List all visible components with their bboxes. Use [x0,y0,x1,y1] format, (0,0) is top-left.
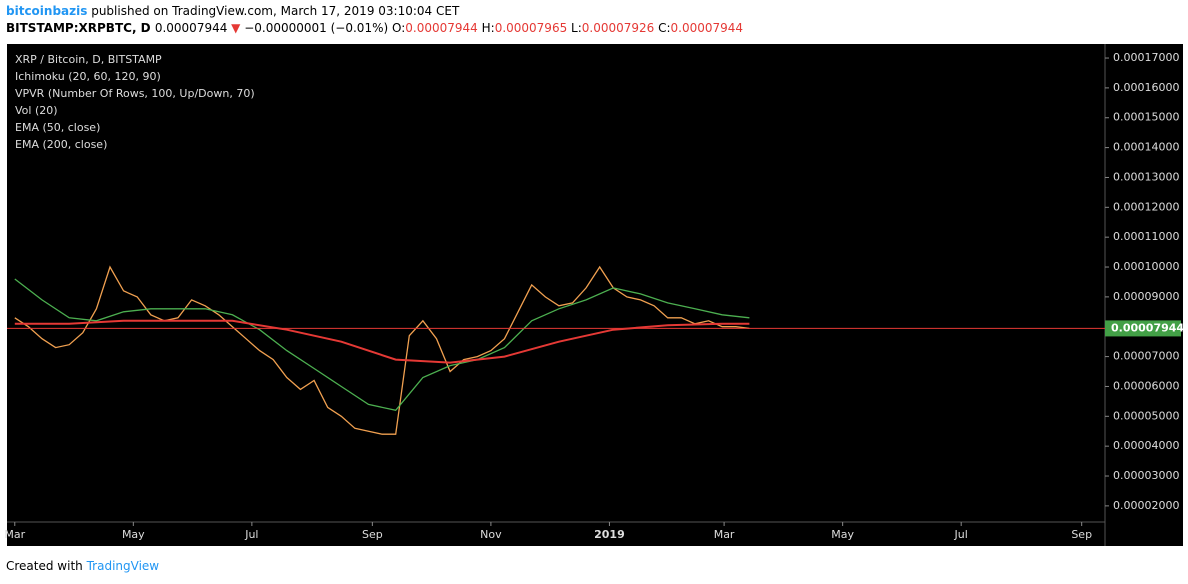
header-text: published on TradingView.com, March 17, … [87,4,460,18]
legend-title: XRP / Bitcoin, D, BITSTAMP [15,53,162,66]
x-tick-label: Sep [1071,528,1092,541]
header-text: C: [658,21,671,35]
legend-entry: Ichimoku (20, 60, 120, 90) [15,70,161,83]
legend-entry: Vol (20) [15,104,58,117]
header-text: O: [391,21,406,35]
header-text: 0.00007926 [581,21,659,35]
x-tick-label: Mar [4,528,25,541]
header-text: 0.00007944 [154,21,232,35]
y-tick-label: 0.00006000 [1113,379,1179,392]
header-text: L: [571,21,582,35]
chart: 0.00002000 0.00003000 0.00004000 0.00005000… [4,44,1184,546]
series-line [14,265,750,435]
footer-text: Created with [6,559,83,573]
y-tick-label: 0.00012000 [1113,200,1179,213]
header-line-1: bitcoinbazis published on TradingView.co… [6,4,459,18]
y-tick-label: 0.00002000 [1113,499,1179,512]
y-tick-label: 0.00007000 [1113,350,1179,363]
header-text: 0.00007944 [405,21,482,35]
header-text: ▼ [231,21,241,35]
y-tick-label: 0.00010000 [1113,260,1179,273]
legend-entry: EMA (200, close) [15,138,107,151]
y-tick-label: 0.00017000 [1113,51,1179,64]
x-tick-label: Jul [954,528,968,541]
series-line [14,319,750,364]
x-tick-label: Nov [480,528,502,541]
y-tick-label: 0.00015000 [1113,111,1179,124]
x-tick-label: 2019 [594,528,625,541]
x-tick-label: May [122,528,145,541]
y-tick-label: 0.00013000 [1113,170,1179,183]
last-price-tag [1105,320,1181,337]
header-text: 0.00007944 [670,21,744,35]
header-line-2: BITSTAMP:XRPBTC, D 0.00007944 ▼ −0.00000… [6,21,743,35]
x-tick-label: Sep [362,528,383,541]
last-price-label: 0.00007944 [1111,321,1184,334]
y-tick-label: 0.00014000 [1113,141,1179,154]
legend-entry: VPVR (Number Of Rows, 100, Up/Down, 70) [15,87,255,100]
y-tick-label: 0.00004000 [1113,439,1179,452]
header-text: 0.00007965 [494,21,572,35]
y-tick-label: 0.00016000 [1113,81,1179,94]
y-tick-label: 0.00011000 [1113,230,1179,243]
x-tick-label: Jul [244,528,258,541]
y-tick-label: 0.00005000 [1113,409,1179,422]
footer: Created with TradingView [6,559,159,573]
header-text: bitcoinbazis [6,4,88,18]
y-tick-label: 0.00009000 [1113,290,1179,303]
x-tick-label: Mar [714,528,735,541]
series-line [14,278,750,412]
x-tick-label: May [831,528,854,541]
legend-entry: EMA (50, close) [15,121,100,134]
header-text: −0.00000001 (−0.01%) [240,21,392,35]
chart-background [7,44,1183,546]
header-text: BITSTAMP:XRPBTC, D [6,21,155,35]
y-tick-label: 0.00003000 [1113,469,1179,482]
header-text: H: [481,21,495,35]
footer-brand[interactable]: TradingView [86,559,160,573]
